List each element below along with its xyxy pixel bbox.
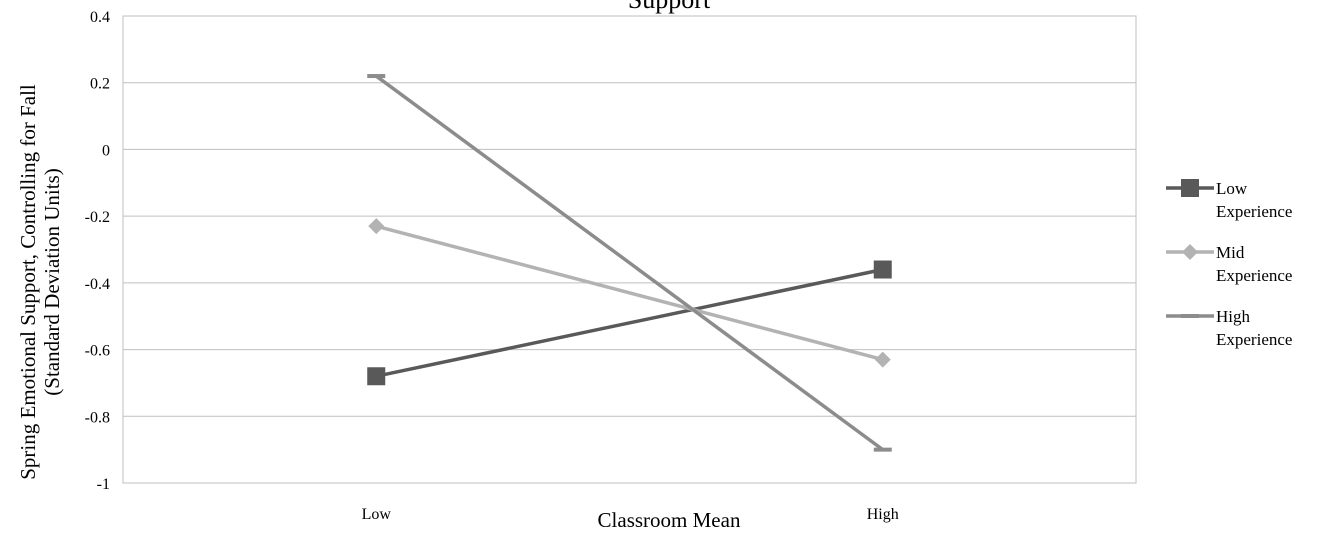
series-lines <box>375 74 884 452</box>
legend-label: Low <box>1216 179 1248 198</box>
legend-item: Low Experience <box>1166 179 1292 221</box>
x-axis-title: Classroom Mean <box>598 508 741 532</box>
gridlines <box>123 15 1136 484</box>
y-tick-label: -1 <box>97 476 110 493</box>
data-point-marker <box>873 260 892 279</box>
y-tick-label: -0.2 <box>85 209 110 226</box>
legend-label: Mid <box>1216 243 1245 262</box>
data-point-marker <box>873 447 892 452</box>
series-line <box>375 267 884 378</box>
series-markers <box>367 74 892 452</box>
y-axis-title: Spring Emotional Support, Controlling fo… <box>16 84 64 480</box>
y-axis-title-line-1: Spring Emotional Support, Controlling fo… <box>16 84 40 480</box>
legend-label: Experience <box>1216 202 1292 221</box>
legend-label: High <box>1216 307 1251 326</box>
plot-area <box>122 15 1137 484</box>
data-point-marker <box>874 351 891 368</box>
legend-swatch-marker <box>1182 244 1198 260</box>
x-tick-label: High <box>867 506 899 523</box>
legend: Low Experience Mid Experience High Experience <box>1166 179 1292 349</box>
chart-title: Support <box>628 0 711 14</box>
data-point-marker <box>367 367 386 386</box>
y-tick-label: 0.2 <box>90 76 110 93</box>
legend-item: High Experience <box>1166 307 1292 349</box>
legend-label: Experience <box>1216 330 1292 349</box>
data-point-marker <box>368 218 385 235</box>
y-tick-label: -0.4 <box>85 276 110 293</box>
y-tick-label: 0.4 <box>90 9 110 26</box>
legend-swatch-marker <box>1181 314 1199 318</box>
series-line <box>375 224 884 362</box>
legend-label: Experience <box>1216 266 1292 285</box>
legend-swatch-marker <box>1181 179 1199 197</box>
x-axis-ticks: Low High <box>362 506 899 523</box>
y-axis-title-line-2: (Standard Deviation Units) <box>40 168 64 395</box>
y-tick-label: -0.6 <box>85 343 110 360</box>
legend-item: Mid Experience <box>1166 243 1292 285</box>
y-tick-label: 0 <box>102 142 110 159</box>
y-axis-ticks: 0.4 0.2 0 -0.2 -0.4 -0.6 -0.8 -1 <box>85 9 110 493</box>
series-line <box>375 74 884 452</box>
data-point-marker <box>367 74 386 79</box>
y-tick-label: -0.8 <box>85 409 110 426</box>
x-tick-label: Low <box>362 506 392 523</box>
